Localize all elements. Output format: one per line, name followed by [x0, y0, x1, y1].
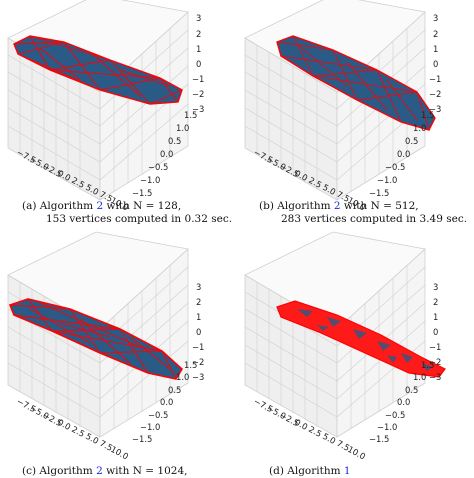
y-tick: 1.5 — [184, 110, 197, 120]
caption-line2: 153 vertices computed in 0.32 sec. — [46, 213, 233, 225]
z-tick: −1 — [429, 74, 441, 84]
z-tick: 3 — [196, 13, 201, 23]
figure-panel-b: 3 2 1 0 −1 −2 −3 1.5 1.0 0.5 0.0 −0.5 −1… — [237, 0, 474, 237]
z-tick: −1 — [192, 342, 204, 352]
figure-panel-a: 3 2 1 0 −1 −2 −3 1.5 1.0 0.5 0.0 −0.5 −1… — [0, 0, 237, 237]
caption-suffix: with N = 1024, — [102, 465, 188, 477]
z-tick: 0 — [196, 59, 201, 69]
algorithm-ref-link[interactable]: 2 — [96, 465, 103, 477]
figure-panel-d: 3 2 1 0 −1 −2 −3 1.5 1.0 0.5 0.0 −0.5 −1… — [237, 231, 474, 477]
y-tick: −1.5 — [132, 188, 152, 198]
y-tick: 0.0 — [160, 149, 173, 159]
z-tick: −3 — [192, 372, 204, 382]
y-tick: 0.5 — [168, 385, 181, 395]
z-tick: −1 — [192, 74, 204, 84]
y-tick: 1.5 — [421, 110, 434, 120]
y-tick: 0.0 — [160, 397, 173, 407]
z-tick: −3 — [192, 104, 204, 114]
z-tick: 0 — [196, 327, 201, 337]
y-tick: −0.5 — [385, 410, 405, 420]
z-tick: 1 — [433, 312, 438, 322]
polytope-surface — [276, 300, 446, 378]
y-tick: 1.0 — [176, 372, 189, 382]
y-tick: −1.0 — [377, 175, 397, 185]
caption-prefix: (c) Algorithm — [22, 465, 97, 477]
algorithm-ref-link[interactable]: 2 — [96, 200, 104, 212]
plot-3d-b: 3 2 1 0 −1 −2 −3 1.5 1.0 0.5 0.0 −0.5 −1… — [244, 0, 441, 213]
y-tick: 1.5 — [421, 360, 434, 370]
y-tick: 1.0 — [176, 123, 189, 133]
z-tick: 2 — [433, 297, 438, 307]
y-tick: 1.0 — [413, 123, 426, 133]
y-axis-ticks: 1.5 1.0 0.5 0.0 −0.5 −1.0 −1.5 — [132, 110, 197, 198]
z-tick: −1 — [429, 342, 441, 352]
z-tick: −2 — [192, 89, 204, 99]
z-tick: 3 — [196, 282, 201, 292]
y-tick: 1.5 — [184, 360, 197, 370]
polytope-surface — [8, 298, 184, 380]
y-tick: 0.5 — [405, 136, 418, 146]
caption-prefix: (b) Algorithm — [259, 200, 334, 212]
x-tick: 10.0 — [109, 444, 130, 462]
y-tick: −1.5 — [132, 434, 152, 444]
y-tick: −1.5 — [369, 188, 389, 198]
y-axis-ticks: 1.5 1.0 0.5 0.0 −0.5 −1.0 −1.5 — [369, 110, 434, 198]
caption-a: (a) Algorithm 2 with N = 128, 153 vertic… — [22, 200, 232, 226]
y-tick: −1.0 — [140, 422, 160, 432]
y-tick: −0.5 — [148, 410, 168, 420]
z-tick: 2 — [196, 29, 201, 39]
caption-prefix: (d) Algorithm — [269, 465, 344, 477]
y-tick: 0.0 — [397, 397, 410, 407]
surface-mesh — [297, 309, 433, 371]
z-tick: −2 — [192, 357, 204, 367]
z-tick: 0 — [433, 327, 438, 337]
z-tick: −2 — [429, 357, 441, 367]
x-tick: 10.0 — [346, 444, 367, 462]
z-tick: −3 — [429, 104, 441, 114]
y-tick: −1.0 — [140, 175, 160, 185]
y-axis-ticks: 1.5 1.0 0.5 0.0 −0.5 −1.0 −1.5 — [369, 360, 434, 444]
y-tick: −0.5 — [385, 162, 405, 172]
z-tick: 1 — [433, 44, 438, 54]
z-tick: 0 — [433, 59, 438, 69]
polytope-surface — [13, 35, 183, 105]
caption-b: (b) Algorithm 2 with N = 512, 283 vertic… — [259, 200, 467, 226]
z-tick: 3 — [433, 13, 438, 23]
z-tick: −2 — [429, 89, 441, 99]
plot-3d-d: 3 2 1 0 −1 −2 −3 1.5 1.0 0.5 0.0 −0.5 −1… — [244, 231, 446, 462]
plot-3d-c: 3 2 1 0 −1 −2 −3 1.5 1.0 0.5 0.0 −0.5 −1… — [7, 231, 204, 462]
figure-panel-c: 3 2 1 0 −1 −2 −3 1.5 1.0 0.5 0.0 −0.5 −1… — [0, 231, 237, 477]
z-axis-ticks: 3 2 1 0 −1 −2 −3 — [429, 13, 441, 114]
y-axis-ticks: 1.5 1.0 0.5 0.0 −0.5 −1.0 −1.5 — [132, 360, 197, 444]
caption-suffix: with N = 128, — [103, 200, 182, 212]
y-tick: −1.0 — [377, 422, 397, 432]
z-tick: 1 — [196, 44, 201, 54]
y-tick: −0.5 — [148, 162, 168, 172]
caption-suffix: with N = 512, — [340, 200, 419, 212]
z-axis-ticks: 3 2 1 0 −1 −2 −3 — [192, 282, 204, 382]
caption-c: (c) Algorithm 2 with N = 1024, — [22, 465, 187, 478]
y-tick: 0.5 — [405, 385, 418, 395]
algorithm-ref-link[interactable]: 1 — [343, 465, 351, 477]
caption-prefix: (a) Algorithm — [22, 200, 97, 212]
z-tick: 3 — [433, 282, 438, 292]
z-axis-ticks: 3 2 1 0 −1 −2 −3 — [192, 13, 204, 114]
z-tick: 2 — [433, 29, 438, 39]
algorithm-ref-link[interactable]: 2 — [333, 200, 341, 212]
plot-3d-a: 3 2 1 0 −1 −2 −3 1.5 1.0 0.5 0.0 −0.5 −1… — [7, 0, 204, 213]
caption-line2: 283 vertices computed in 3.49 sec. — [281, 213, 468, 225]
y-tick: 1.0 — [413, 372, 426, 382]
y-tick: −1.5 — [369, 434, 389, 444]
z-axis-ticks: 3 2 1 0 −1 −2 −3 — [429, 282, 441, 382]
y-tick: 0.5 — [168, 136, 181, 146]
y-tick: 0.0 — [397, 149, 410, 159]
z-tick: 1 — [196, 312, 201, 322]
z-tick: 2 — [196, 297, 201, 307]
polytope-surface — [276, 35, 436, 131]
caption-d: (d) Algorithm 1 — [269, 465, 351, 478]
z-tick: −3 — [429, 372, 441, 382]
